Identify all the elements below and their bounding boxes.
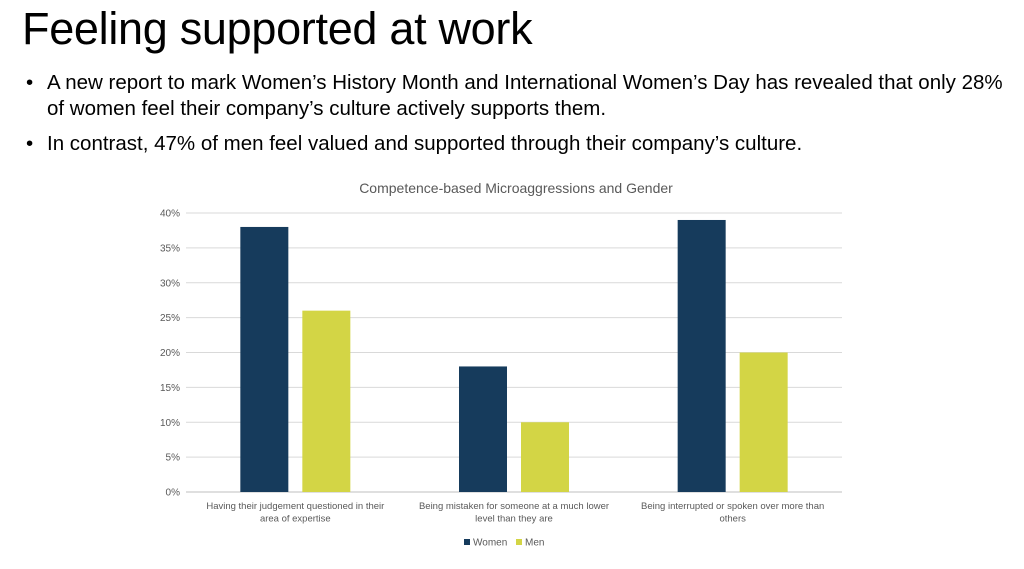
chart-title: Competence-based Microaggressions and Ge… [359,180,673,196]
slide-title: Feeling supported at work [22,3,533,54]
bullet-item: A new report to mark Women’s History Mon… [26,70,1006,122]
bar-men [739,352,788,492]
y-tick-label: 0% [166,488,181,499]
legend-entry: Women [473,538,507,549]
bullet-item: In contrast, 47% of men feel valued and … [26,131,1006,157]
x-category-label: Being mistaken for someone at a much low… [419,501,609,525]
y-tick-label: 25% [160,313,180,324]
y-tick-label: 30% [160,278,180,289]
legend-swatch [516,539,522,545]
y-tick-label: 10% [160,418,180,429]
legend-entry: Men [525,538,544,549]
bar-women [459,366,507,492]
bar-women [677,219,726,492]
y-tick-label: 15% [160,383,180,394]
x-category-label: Having their judgement questioned in the… [206,501,384,525]
y-tick-label: 40% [160,209,180,220]
y-tick-label: 20% [160,348,180,359]
y-tick-label: 35% [160,243,180,254]
x-category-label: Being interrupted or spoken over more th… [641,501,824,525]
legend-swatch [464,539,470,545]
y-tick-label: 5% [166,453,181,464]
bar-men [521,422,569,492]
bar-women [240,226,289,492]
bar-men [302,310,351,492]
bullet-list: A new report to mark Women’s History Mon… [26,70,1006,166]
